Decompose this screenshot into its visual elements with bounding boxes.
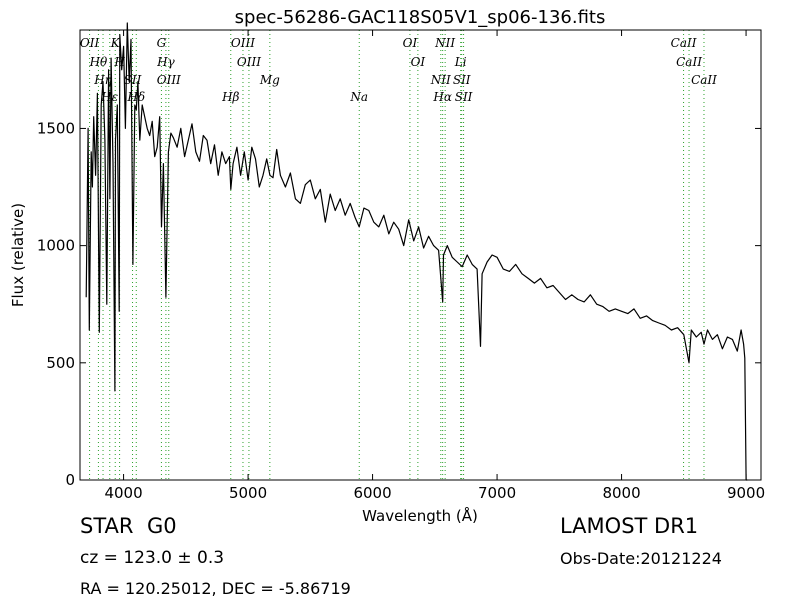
y-tick-label: 1000 [37, 237, 75, 255]
y-axis-ticks: 0 500 1000 1500 [37, 119, 761, 489]
x-tick-label: 8000 [602, 484, 640, 502]
object-subclass: G0 [147, 514, 177, 538]
spectral-line-markers: OIIHθHηHεKHSIIHδGHγOIIIHβOIIIOIIIMgNaOIO… [80, 30, 717, 480]
line-marker-label: OIII [237, 55, 261, 69]
x-tick-label: 7000 [478, 484, 516, 502]
x-tick-label: 6000 [353, 484, 391, 502]
line-marker-label: NII [434, 36, 455, 50]
line-marker-label: CaII [676, 55, 702, 69]
line-marker-label: K [110, 36, 121, 50]
x-axis-ticks: 4000 5000 6000 7000 8000 9000 [104, 30, 765, 502]
survey-label: LAMOST DR1 [560, 514, 699, 538]
x-tick-label: 4000 [104, 484, 142, 502]
line-marker-label: OI [411, 55, 426, 69]
x-axis-label: Wavelength (Å) [362, 506, 478, 525]
line-marker-label: Hα [432, 90, 452, 104]
line-marker-label: SII [455, 90, 473, 104]
line-marker-label: G [157, 36, 167, 50]
line-marker-label: Hγ [156, 55, 175, 69]
redshift-text: cz = 123.0 ± 0.3 [80, 548, 225, 568]
line-marker-label: SII [124, 73, 142, 87]
x-tick-label: 5000 [229, 484, 267, 502]
obs-date-text: Obs-Date:20121224 [560, 549, 722, 568]
plot-frame [79, 29, 762, 481]
chart-title: spec-56286-GAC118S05V1_sp06-136.fits [235, 7, 606, 28]
spectrum-series [85, 22, 748, 481]
object-class: STAR [80, 514, 134, 538]
line-marker-label: Hη [93, 73, 112, 87]
line-marker-label: Na [349, 90, 368, 104]
line-marker-label: Hδ [126, 90, 145, 104]
line-marker-label: Hθ [89, 55, 108, 69]
line-marker-label: OIII [157, 73, 181, 87]
y-tick-label: 1500 [37, 119, 75, 137]
line-marker-label: Li [454, 55, 467, 69]
line-marker-label: Hβ [221, 90, 239, 104]
line-marker-label: CaII [691, 73, 717, 87]
coordinates-text: RA = 120.25012, DEC = -5.86719 [80, 579, 351, 598]
line-marker-label: OIII [231, 36, 255, 50]
y-tick-label: 500 [46, 354, 75, 372]
line-marker-label: SII [453, 73, 471, 87]
y-axis-label: Flux (relative) [9, 203, 27, 307]
line-marker-label: Mg [259, 73, 280, 87]
x-tick-label: 9000 [727, 484, 765, 502]
line-marker-label: CaII [671, 36, 697, 50]
y-tick-label: 0 [65, 471, 75, 489]
line-marker-label: OI [403, 36, 418, 50]
line-marker-label: NII [430, 73, 451, 87]
line-marker-label: OII [80, 36, 100, 50]
spectrum-line [85, 22, 748, 481]
